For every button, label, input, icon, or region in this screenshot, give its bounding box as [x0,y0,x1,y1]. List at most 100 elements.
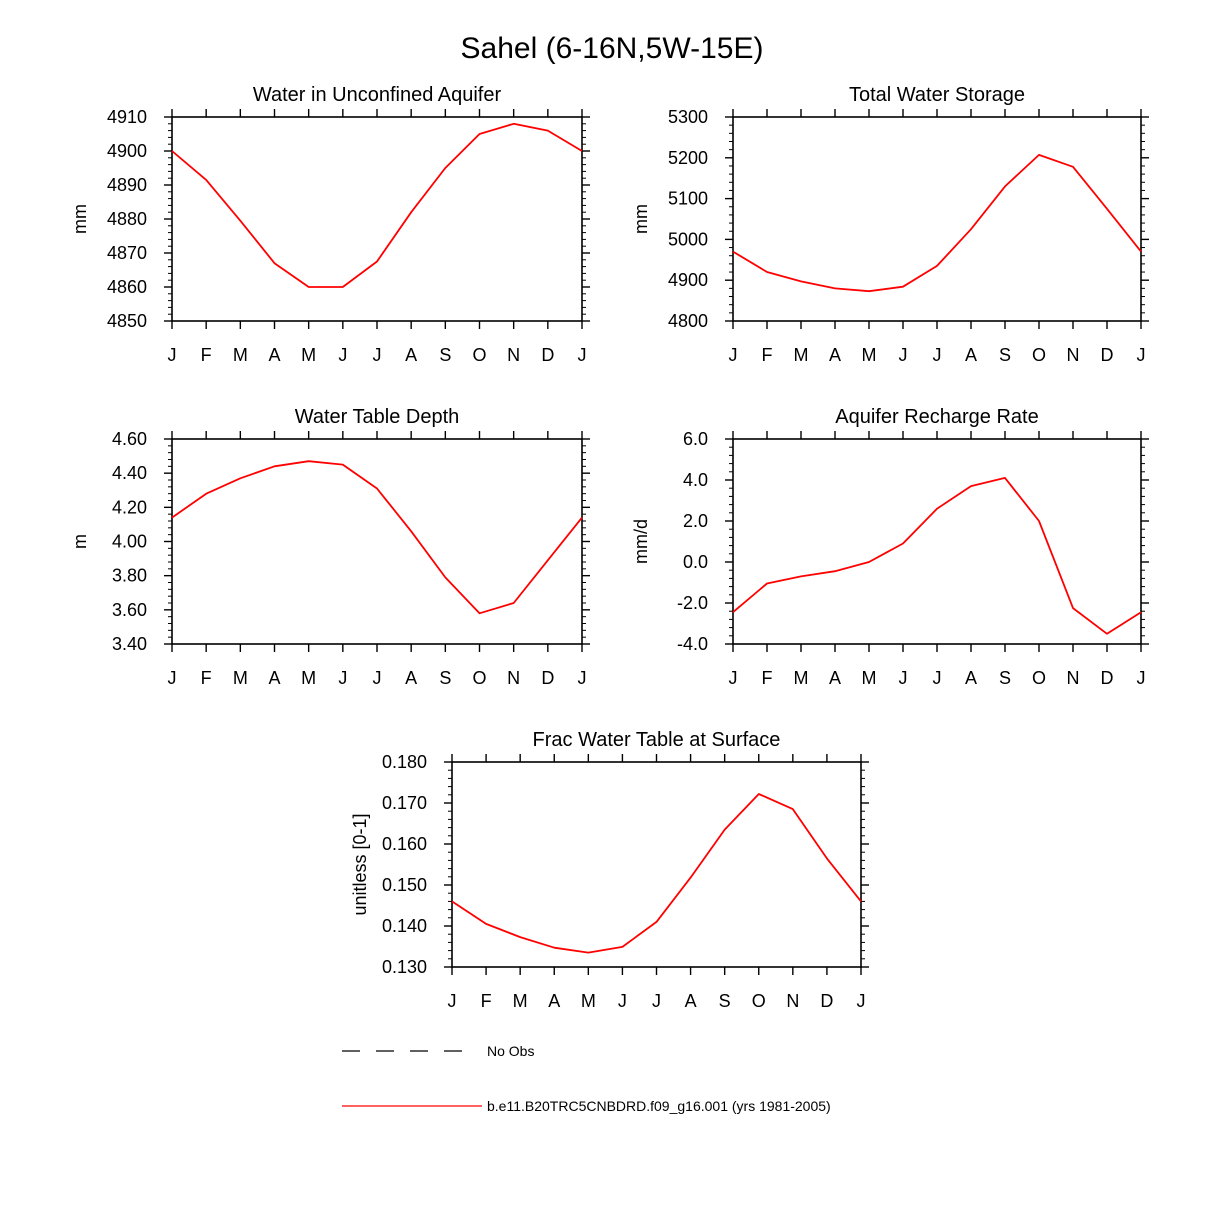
y-tick-label: 0.180 [382,752,427,772]
y-tick-label: 4850 [107,311,147,331]
series-line [732,153,1142,293]
x-tick-label: S [719,991,731,1011]
x-tick-label: A [268,668,280,688]
y-tick-label: 6.0 [683,429,708,449]
x-tick-label: J [448,991,457,1011]
x-tick-label: O [1032,345,1046,365]
x-tick-label: M [233,345,248,365]
x-tick-label: A [829,345,841,365]
x-tick-label: A [685,991,697,1011]
x-tick-label: J [618,991,627,1011]
x-tick-label: N [786,991,799,1011]
x-tick-label: M [862,668,877,688]
x-tick-label: O [472,345,486,365]
x-tick-label: A [405,668,417,688]
y-tick-label: 4900 [107,141,147,161]
y-tick-label: 4860 [107,277,147,297]
x-tick-label: S [999,668,1011,688]
y-tick-label: 4870 [107,243,147,263]
plot-frame [732,116,1142,322]
y-tick-label: 5200 [668,148,708,168]
y-tick-label: 4800 [668,311,708,331]
y-tick-label: 3.40 [112,634,147,654]
y-tick-label: 0.170 [382,793,427,813]
x-tick-label: J [899,668,908,688]
x-tick-label: M [513,991,528,1011]
x-tick-label: J [1137,668,1146,688]
legend-model-label: b.e11.B20TRC5CNBDRD.f09_g16.001 (yrs 198… [487,1098,831,1114]
x-tick-label: S [999,345,1011,365]
y-tick-label: 0.130 [382,957,427,977]
y-tick-label: 5000 [668,229,708,249]
x-tick-label: F [481,991,492,1011]
x-tick-label: A [829,668,841,688]
x-tick-label: N [507,668,520,688]
x-tick-label: M [794,668,809,688]
x-tick-label: O [1032,668,1046,688]
x-tick-label: A [965,345,977,365]
y-axis-label: mm [631,204,651,234]
y-axis-label: mm/d [631,519,651,564]
x-tick-label: M [581,991,596,1011]
x-tick-label: J [652,991,661,1011]
panel-title: Frac Water Table at Surface [533,729,781,751]
x-tick-label: S [439,345,451,365]
x-tick-label: D [541,345,554,365]
x-tick-label: J [729,345,738,365]
y-tick-label: 5100 [668,189,708,209]
x-tick-label: J [899,345,908,365]
x-tick-label: M [794,345,809,365]
legend-obs-label: No Obs [487,1043,534,1059]
x-tick-label: A [965,668,977,688]
series-line [732,476,1142,635]
y-tick-label: 4.60 [112,429,147,449]
y-axis-label: unitless [0-1] [350,813,370,915]
x-tick-label: D [541,668,554,688]
y-tick-label: 0.140 [382,916,427,936]
series-line [171,122,583,288]
x-tick-label: J [168,668,177,688]
x-tick-label: J [933,668,942,688]
x-tick-label: D [1101,668,1114,688]
y-tick-label: 0.0 [683,552,708,572]
y-tick-label: 4.0 [683,470,708,490]
figure-title: Sahel (6-16N,5W-15E) [461,32,764,65]
panel-title: Total Water Storage [849,84,1025,106]
y-tick-label: 4900 [668,270,708,290]
x-tick-label: J [338,668,347,688]
x-tick-label: N [507,345,520,365]
y-tick-label: 4.40 [112,463,147,483]
y-tick-label: 4890 [107,175,147,195]
y-tick-label: 3.60 [112,600,147,620]
x-tick-label: J [373,668,382,688]
y-tick-label: -4.0 [677,634,708,654]
x-tick-label: J [578,345,587,365]
x-tick-label: A [268,345,280,365]
x-tick-label: M [301,668,316,688]
y-axis-label: m [70,534,90,549]
x-tick-label: J [729,668,738,688]
y-axis-label: mm [70,204,90,234]
y-tick-label: 0.150 [382,875,427,895]
x-tick-label: J [168,345,177,365]
legend: No Obs b.e11.B20TRC5CNBDRD.f09_g16.001 (… [342,1043,831,1114]
x-tick-label: F [762,668,773,688]
y-tick-label: 4910 [107,107,147,127]
x-tick-label: N [1067,668,1080,688]
y-tick-label: 2.0 [683,511,708,531]
x-tick-label: M [233,668,248,688]
x-tick-label: J [373,345,382,365]
y-tick-label: 4880 [107,209,147,229]
panel-title: Water Table Depth [295,406,460,428]
y-tick-label: 3.80 [112,566,147,586]
x-tick-label: A [405,345,417,365]
y-tick-label: 4.00 [112,532,147,552]
x-tick-label: F [201,345,212,365]
x-tick-label: S [439,668,451,688]
x-tick-label: D [820,991,833,1011]
